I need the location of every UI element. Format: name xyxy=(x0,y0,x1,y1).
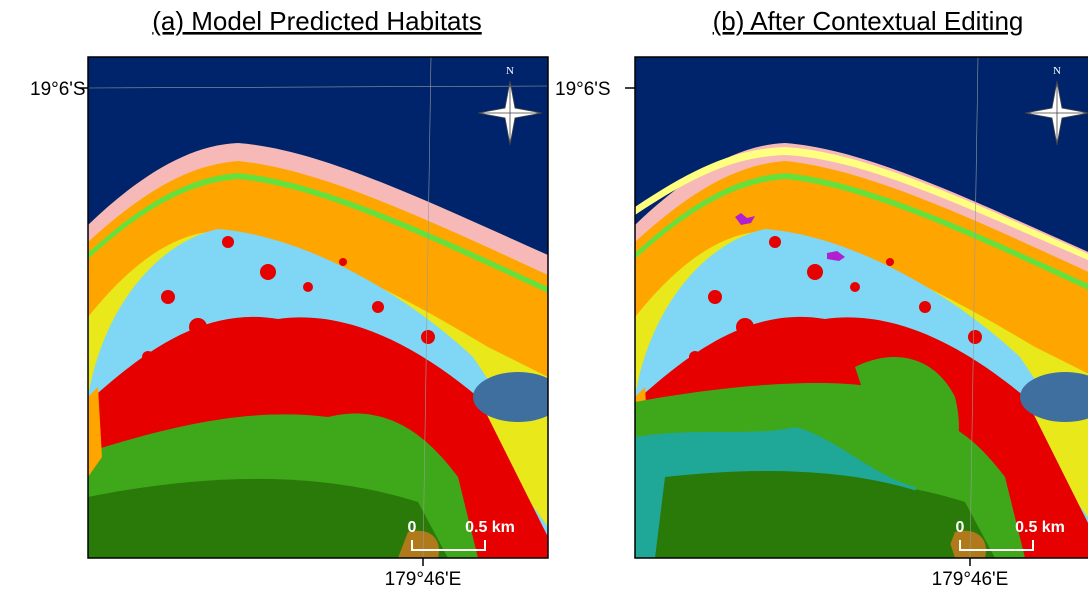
longitude-label: 179°46'E xyxy=(932,569,1009,590)
panel-title: (a) Model Predicted Habitats xyxy=(152,6,481,36)
latitude-label: 19°6'S xyxy=(555,79,611,100)
north-label: N xyxy=(1053,65,1061,77)
habitat-map xyxy=(635,57,1088,558)
scale-start: 0 xyxy=(956,519,965,536)
habitat-map xyxy=(88,57,563,558)
scale-start: 0 xyxy=(408,519,417,536)
latitude-label: 19°6'S xyxy=(30,79,86,100)
scale-end: 0.5 km xyxy=(465,519,515,536)
scale-end: 0.5 km xyxy=(1015,519,1065,536)
north-label: N xyxy=(506,65,514,77)
panel-a: (a) Model Predicted Habitats 19°6'S 179°… xyxy=(30,6,563,590)
panel-title: (b) After Contextual Editing xyxy=(713,6,1024,36)
figure: (a) Model Predicted Habitats 19°6'S 179°… xyxy=(0,0,1088,594)
longitude-label: 179°46'E xyxy=(385,569,462,590)
panel-b: (b) After Contextual Editing 19°6'S 179°… xyxy=(555,6,1088,590)
